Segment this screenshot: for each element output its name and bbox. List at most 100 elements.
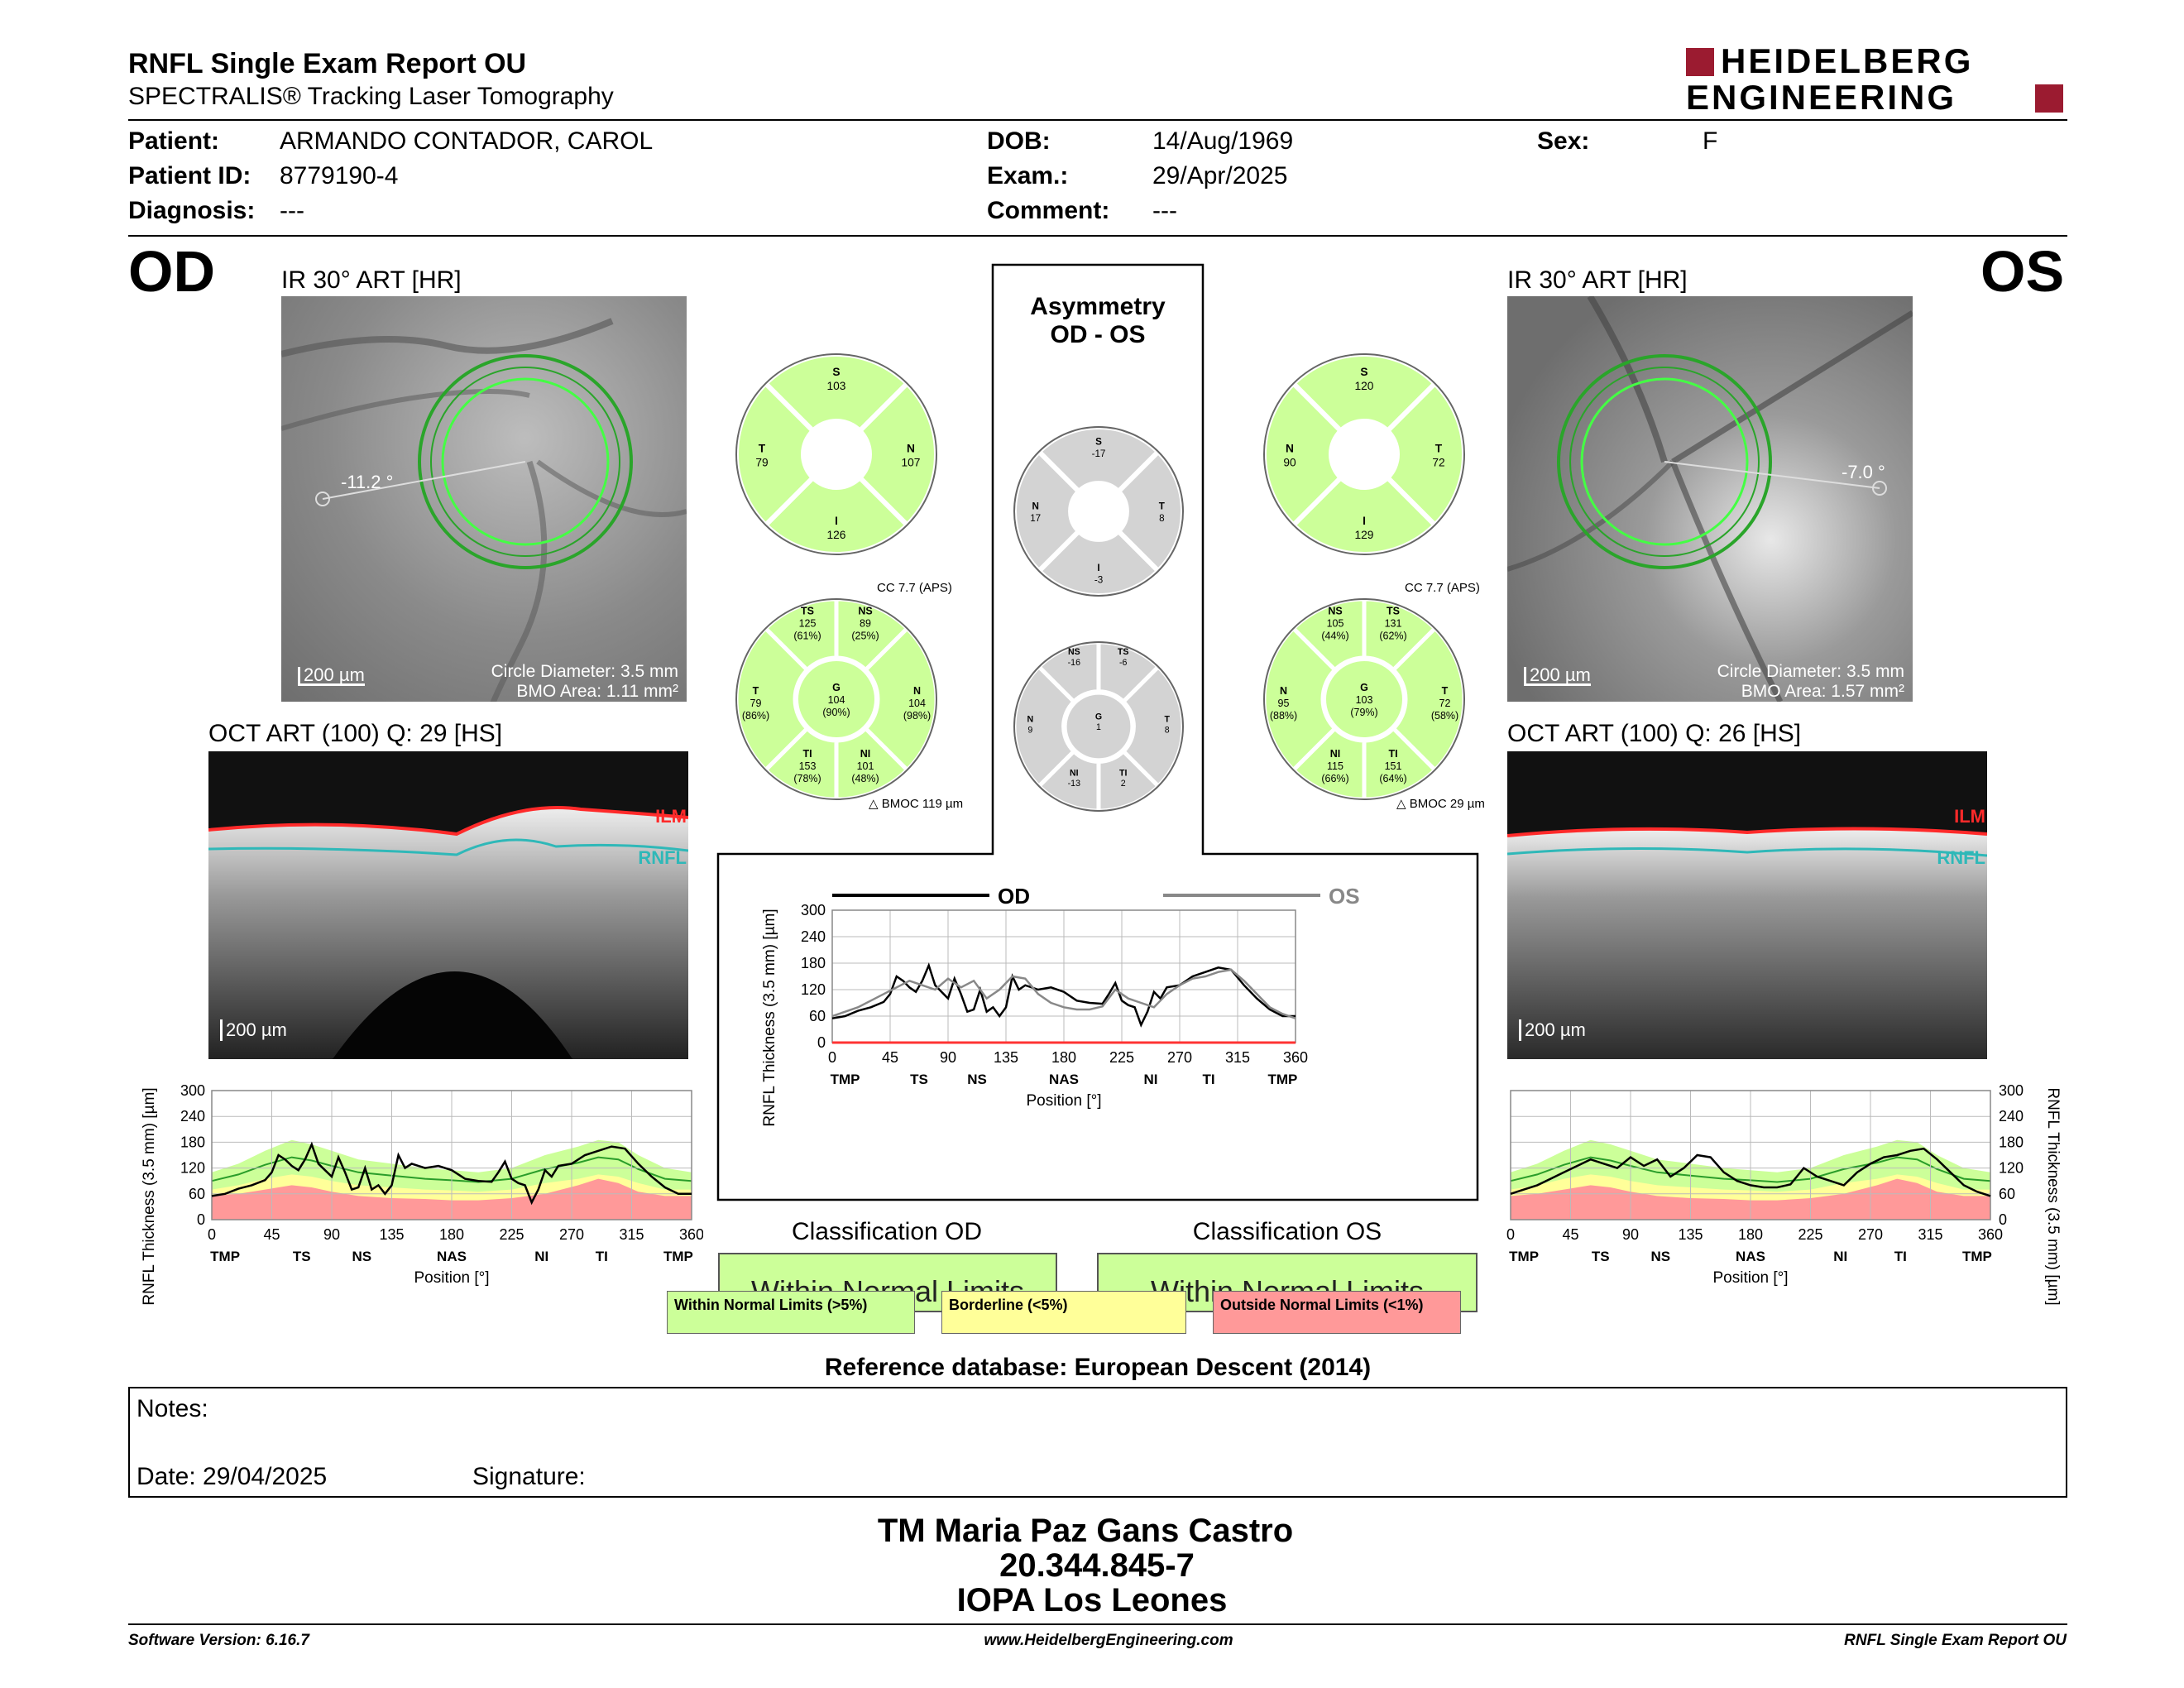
legend-outside-normal: Outside Normal Limits (<1%) bbox=[1213, 1291, 1461, 1334]
sector-text: -16 bbox=[1068, 658, 1080, 668]
sector-text: (90%) bbox=[822, 707, 850, 718]
y-tick-label: 300 bbox=[1999, 1082, 2024, 1099]
y-tick-label: 60 bbox=[189, 1186, 205, 1202]
sector-text: TS bbox=[1118, 647, 1129, 657]
os-ir-title: IR 30° ART [HR] bbox=[1507, 266, 1688, 294]
sector-text: T bbox=[1442, 685, 1449, 697]
sector-text: 105 bbox=[1327, 618, 1344, 630]
sector-label: N bbox=[1286, 442, 1294, 454]
x-tick-label: 225 bbox=[1798, 1226, 1822, 1243]
sector-label: T bbox=[1159, 501, 1165, 512]
sector-text: 153 bbox=[799, 760, 817, 772]
patient-id: 8779190-4 bbox=[280, 162, 399, 189]
sector-value: 8 bbox=[1159, 513, 1164, 524]
report-subtitle: SPECTRALIS® Tracking Laser Tomography bbox=[128, 83, 614, 110]
x-tick-label: 180 bbox=[1051, 1049, 1076, 1066]
y-tick-label: 300 bbox=[180, 1082, 205, 1099]
os-oct-scale: 200 µm bbox=[1519, 1019, 1586, 1041]
sector-value: -3 bbox=[1094, 575, 1103, 586]
sector-global bbox=[798, 661, 874, 737]
os-rnfl-label: RNFL bbox=[1937, 847, 1985, 868]
sector-text: T bbox=[1164, 715, 1170, 725]
sector-value: 72 bbox=[1432, 456, 1444, 468]
od-ir-scale: 200 µm bbox=[298, 666, 365, 686]
x-tick-label: 225 bbox=[499, 1226, 524, 1243]
sector-text: (44%) bbox=[1321, 631, 1348, 642]
signature-label: Signature: bbox=[472, 1463, 586, 1490]
asymmetry-title: Asymmetry bbox=[1030, 293, 1166, 320]
sector-text: TI bbox=[1388, 748, 1397, 760]
x-tick-label: 315 bbox=[1225, 1049, 1250, 1066]
sector-text: 101 bbox=[857, 760, 874, 772]
sector-text: 115 bbox=[1327, 760, 1343, 772]
od-cc-label: CC 7.7 (APS) bbox=[877, 581, 952, 595]
combined-rnfl-thickness-chart: 0 60 120 180 240 300 0 45 90 135 180 225 270 315 360 TM… bbox=[761, 885, 1360, 1127]
x-tick-label: 45 bbox=[1562, 1226, 1578, 1243]
sector-text: (58%) bbox=[1431, 710, 1458, 722]
sector-axis-label: TMP bbox=[1509, 1249, 1539, 1264]
sector-axis-label: NI bbox=[534, 1249, 548, 1264]
sector-text: 104 bbox=[828, 694, 845, 706]
sector-value: 120 bbox=[1355, 380, 1374, 392]
reference-database: Reference database: European Descent (20… bbox=[824, 1354, 1372, 1381]
patient-label: Patient: bbox=[128, 127, 220, 155]
y-tick-label: 120 bbox=[180, 1160, 205, 1177]
sector-text: 2 bbox=[1121, 779, 1126, 789]
od-bmoc-label: △ BMOC 119 µm bbox=[869, 797, 964, 811]
series-line-od bbox=[211, 1141, 692, 1206]
sector-axis-label: TI bbox=[1894, 1249, 1907, 1264]
x-tick-label: 0 bbox=[208, 1226, 216, 1243]
sector-axis-label: TMP bbox=[1962, 1249, 1992, 1264]
heidelberg-logo: HEIDELBERG ENGINEERING bbox=[1686, 41, 2067, 117]
y-tick-label: 120 bbox=[1999, 1160, 2024, 1177]
sector-text: (78%) bbox=[793, 773, 821, 784]
od-oct-image: ILM RNFL 200 µm bbox=[208, 751, 688, 1059]
x-tick-label: 270 bbox=[559, 1226, 584, 1243]
sector-label: S bbox=[832, 366, 840, 378]
software-version: Software Version: 6.16.7 bbox=[128, 1632, 309, 1649]
patient-name: ARMANDO CONTADOR, CAROL bbox=[280, 127, 654, 155]
sector-text: 1 bbox=[1096, 722, 1101, 732]
sector-text: (25%) bbox=[851, 631, 879, 642]
x-tick-label: 135 bbox=[1678, 1226, 1703, 1243]
os-sector-chart-4: S 120 I 129 N 90 T 72 bbox=[1262, 352, 1467, 557]
x-tick-label: 315 bbox=[1918, 1226, 1942, 1243]
disk-outline bbox=[1263, 598, 1465, 800]
asymmetry-panel-outline bbox=[716, 263, 1479, 1201]
sector-axis-label: TS bbox=[910, 1072, 928, 1087]
sector-global bbox=[1066, 694, 1131, 759]
sector-text: 8 bbox=[1165, 725, 1170, 735]
comment-label: Comment: bbox=[987, 197, 1110, 224]
sector-label: N bbox=[1032, 501, 1038, 512]
asymmetry-subtitle: OD - OS bbox=[1050, 321, 1146, 348]
y-tick-label: 0 bbox=[817, 1034, 826, 1051]
sector-value: 129 bbox=[1355, 529, 1374, 541]
classification-os-title: Classification OS bbox=[1192, 1218, 1382, 1245]
sector-text: 131 bbox=[1385, 618, 1402, 630]
od-bmo-area: BMO Area: 1.11 mm² bbox=[516, 682, 678, 701]
sector-text: NS bbox=[1068, 647, 1080, 657]
sector-text: -6 bbox=[1119, 658, 1128, 668]
footer-website[interactable]: www.HeidelbergEngineering.com bbox=[984, 1632, 1233, 1649]
sector-axis-label: TI bbox=[596, 1249, 608, 1264]
sector-text: 151 bbox=[1385, 760, 1402, 772]
exam-label: Exam.: bbox=[987, 162, 1069, 189]
series-line-os bbox=[1510, 1147, 1991, 1197]
sector-axis-label: NAS bbox=[1736, 1249, 1765, 1264]
legend-within-normal: Within Normal Limits (>5%) bbox=[667, 1291, 915, 1334]
x-axis-label: Position [°] bbox=[1026, 1092, 1101, 1110]
os-cc-label: CC 7.7 (APS) bbox=[1405, 581, 1480, 595]
sector-text: NS bbox=[858, 606, 872, 617]
y-tick-label: 0 bbox=[197, 1211, 205, 1228]
comment-value: --- bbox=[1152, 197, 1177, 224]
x-axis-label: Position [°] bbox=[414, 1269, 489, 1287]
sector-text: N bbox=[1027, 715, 1033, 725]
y-tick-label: 180 bbox=[180, 1134, 205, 1150]
x-tick-label: 180 bbox=[439, 1226, 464, 1243]
x-tick-label: 135 bbox=[994, 1049, 1018, 1066]
y-tick-label: 60 bbox=[809, 1008, 826, 1024]
report-title: RNFL Single Exam Report OU bbox=[128, 48, 527, 79]
y-tick-label: 0 bbox=[1999, 1211, 2007, 1228]
sector-text: NI bbox=[1330, 748, 1341, 760]
os-ir-scale: 200 µm bbox=[1524, 666, 1591, 686]
